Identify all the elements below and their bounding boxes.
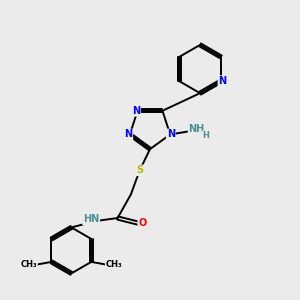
Text: N: N bbox=[167, 130, 175, 140]
Text: N: N bbox=[124, 130, 132, 140]
Text: S: S bbox=[136, 165, 143, 175]
Text: N: N bbox=[132, 106, 140, 116]
Text: H: H bbox=[202, 131, 209, 140]
Text: N: N bbox=[218, 76, 226, 86]
Text: HN: HN bbox=[83, 214, 99, 224]
Text: O: O bbox=[138, 218, 146, 228]
Text: CH₃: CH₃ bbox=[106, 260, 122, 269]
Text: NH: NH bbox=[188, 124, 205, 134]
Text: CH₃: CH₃ bbox=[20, 260, 37, 269]
